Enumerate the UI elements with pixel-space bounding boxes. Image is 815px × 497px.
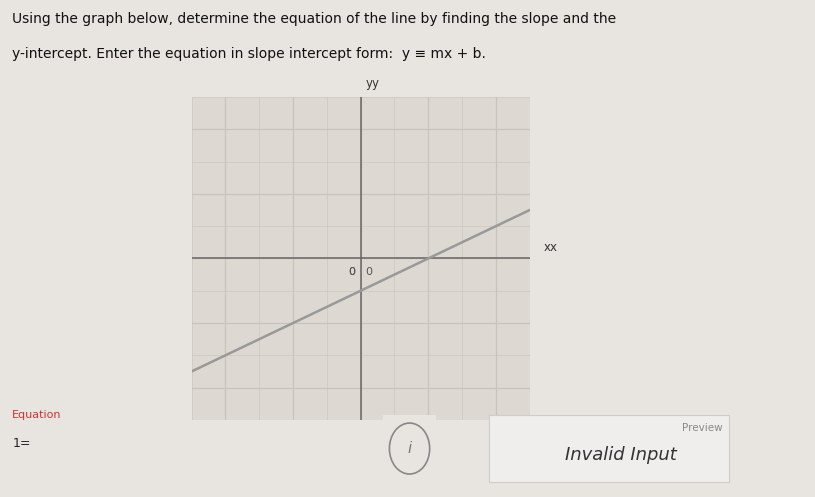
Text: yy: yy (366, 78, 380, 90)
Text: Preview: Preview (681, 423, 722, 433)
Text: xx: xx (544, 241, 557, 253)
Text: Using the graph below, determine the equation of the line by finding the slope a: Using the graph below, determine the equ… (12, 12, 616, 26)
Text: y-intercept. Enter the equation in slope intercept form:  y ≡ mx + b.: y-intercept. Enter the equation in slope… (12, 47, 486, 61)
Text: 0: 0 (349, 266, 355, 276)
Text: 0: 0 (366, 266, 372, 276)
Text: Invalid Input: Invalid Input (566, 446, 677, 464)
Text: Equation: Equation (12, 410, 62, 420)
Text: i: i (408, 441, 412, 456)
Text: 1=: 1= (12, 437, 31, 450)
Text: 0: 0 (349, 266, 355, 276)
